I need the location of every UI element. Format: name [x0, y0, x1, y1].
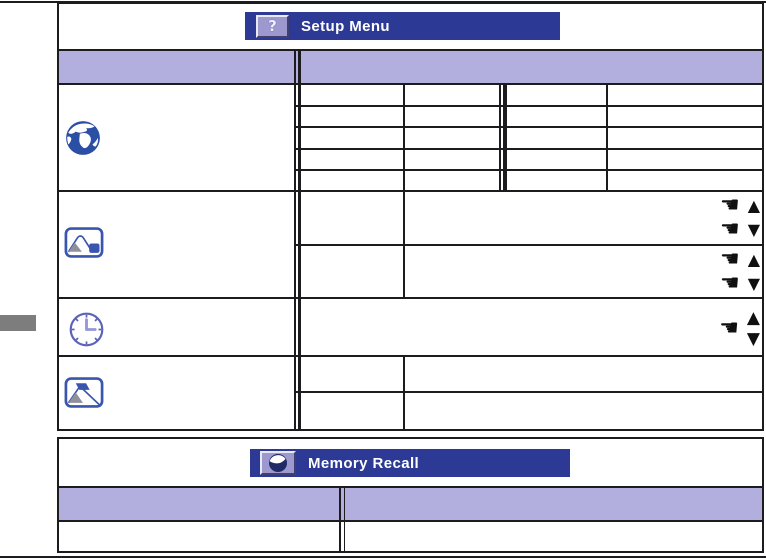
- setup-menu-title: Setup Menu: [301, 17, 390, 35]
- page-bottom-edge: [0, 556, 766, 558]
- grid-line: [296, 126, 763, 128]
- adjust-control: ☚ ▲ ▼: [678, 304, 762, 354]
- arrow-up-icon: ▲: [746, 308, 760, 328]
- setup-menu-banner: ? Setup Menu: [245, 12, 560, 40]
- memory-recall-banner: Memory Recall: [250, 449, 570, 477]
- grid-line: [296, 169, 763, 171]
- grid-line: [58, 520, 763, 522]
- grid-line: [296, 244, 763, 246]
- section-divider-line: [294, 49, 296, 431]
- adjust-control: ☚ ▼: [678, 219, 762, 241]
- arrow-down-icon: ▼: [747, 220, 760, 239]
- arrow-up-icon: ▲: [747, 250, 760, 269]
- arrow-up-icon: ▲: [747, 196, 760, 215]
- adjust-control: ☚ ▲: [678, 249, 762, 271]
- grid-line: [58, 49, 763, 51]
- grid-line: [503, 84, 507, 191]
- help-icon: ?: [256, 14, 289, 38]
- grid-line: [403, 356, 405, 431]
- globe-icon: [64, 119, 102, 162]
- hand-pointer-icon: ☚: [719, 217, 740, 242]
- section-divider-line: [343, 487, 345, 551]
- hand-pointer-icon: ☚: [719, 247, 740, 272]
- memory-header-band: [59, 488, 762, 520]
- hand-pointer-icon: ☚: [719, 316, 739, 341]
- grid-line: [58, 297, 763, 299]
- setup-menu-table: [57, 2, 764, 431]
- osd-position-icon: [64, 227, 104, 263]
- grid-line: [58, 355, 763, 357]
- hand-pointer-icon: ☚: [719, 193, 740, 218]
- adjust-control: ☚ ▼: [678, 273, 762, 295]
- half-moon-circle-icon: [260, 451, 296, 475]
- grid-line: [403, 84, 405, 191]
- memory-recall-table: [57, 437, 764, 553]
- picture-icon: [64, 377, 104, 413]
- arrow-stack: ▲ ▼: [747, 310, 760, 348]
- grid-line: [296, 391, 763, 393]
- grid-line: [296, 105, 763, 107]
- adjust-control: ☚ ▲: [678, 195, 762, 217]
- grid-line: [499, 84, 501, 191]
- clock-icon: [68, 311, 105, 353]
- grid-line: [606, 84, 608, 191]
- grid-line: [58, 190, 763, 192]
- page-edge-tab: [0, 315, 36, 331]
- grid-line: [296, 148, 763, 150]
- grid-line: [403, 191, 405, 298]
- section-divider-line: [297, 49, 301, 431]
- hand-pointer-icon: ☚: [719, 271, 740, 296]
- grid-line: [58, 486, 763, 488]
- arrow-down-icon: ▼: [746, 329, 760, 349]
- arrow-down-icon: ▼: [747, 274, 760, 293]
- grid-line: [58, 83, 763, 85]
- section-divider-line: [339, 487, 341, 551]
- setup-header-band: [59, 50, 762, 83]
- memory-recall-title: Memory Recall: [308, 454, 420, 472]
- help-icon-glyph: ?: [268, 16, 277, 35]
